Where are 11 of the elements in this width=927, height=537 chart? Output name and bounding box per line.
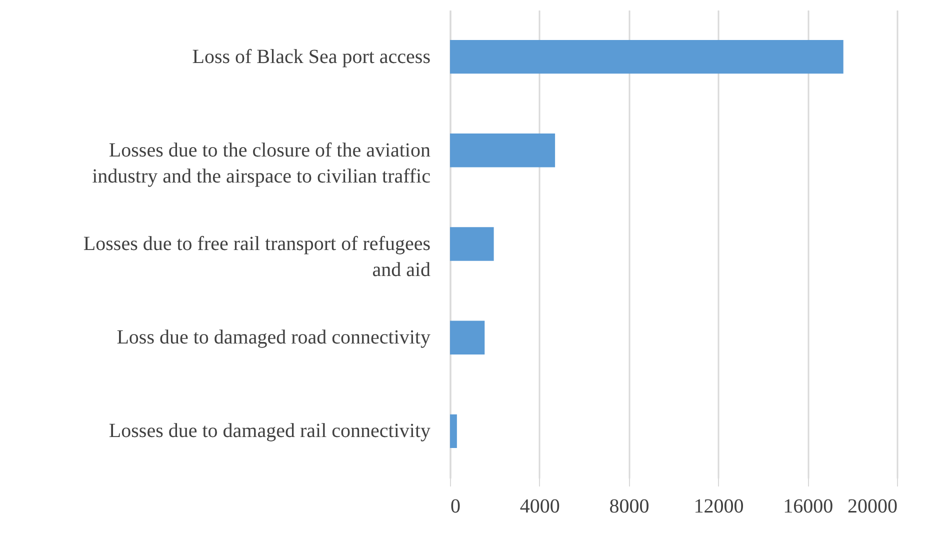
y-tick-label: Losses due to damaged rail connectivity bbox=[108, 420, 430, 442]
y-tick-label: Loss of Black Sea port access bbox=[192, 46, 431, 68]
x-tick-label: 12000 bbox=[694, 496, 744, 518]
x-tick-label: 0 bbox=[450, 496, 460, 518]
x-tick-label: 4000 bbox=[520, 496, 560, 518]
y-tick-label: Loss due to damaged road connectivity bbox=[116, 326, 430, 349]
x-tick-label: 16000 bbox=[783, 496, 834, 518]
y-tick-label: Losses due to free rail transport of refugees and aid bbox=[83, 233, 431, 281]
x-tick-label: 8000 bbox=[609, 496, 650, 518]
y-tick-label: Losses due to the closure of the aviation industry and the airspace to civilian traffic bbox=[92, 139, 431, 188]
x-tick-label: 20000 bbox=[848, 496, 898, 518]
